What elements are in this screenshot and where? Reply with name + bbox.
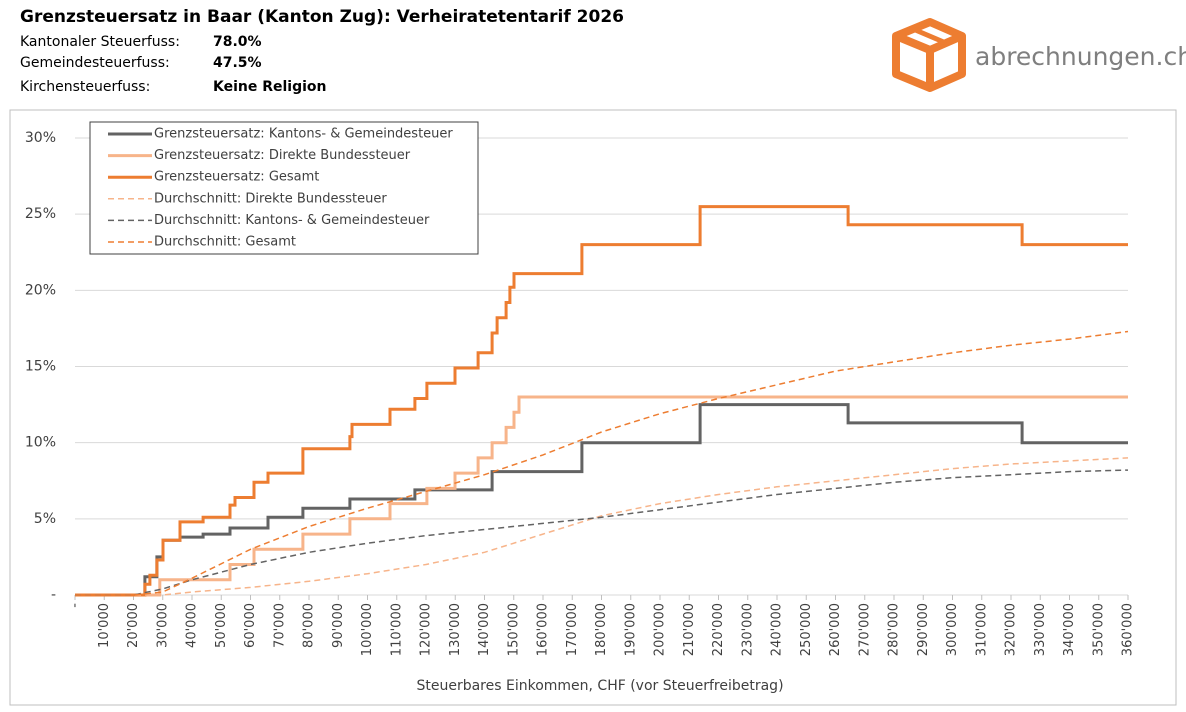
legend-label: Grenzsteuersatz: Direkte Bundessteuer [154,148,411,163]
y-tick-label: 30% [25,130,56,146]
x-tick-label: 160'000 [536,603,551,656]
x-tick-label: 70'000 [272,603,287,648]
chart-frame [9,109,1177,706]
x-tick-label: 170'000 [565,603,580,656]
x-tick-label: 190'000 [623,603,638,656]
x-tick-label: 340'000 [1062,603,1077,656]
info-label: Kirchensteuerfuss: [20,79,150,95]
x-tick-label: - [68,603,83,608]
x-tick-label: 260'000 [828,603,843,656]
info-value: 47.5% [213,55,262,71]
x-tick-label: 240'000 [770,603,785,656]
average-line [75,469,1129,596]
x-tick-label: 140'000 [477,603,492,656]
x-tick-label: 60'000 [243,603,258,648]
x-tick-label: 100'000 [360,603,375,656]
x-tick-label: 350'000 [1091,603,1106,656]
marginal-line [75,395,1128,597]
marginal-line [75,205,1128,597]
brand: abrechnungen.ch [975,42,1186,71]
y-tick-label: 10% [25,435,56,451]
y-tick-label: - [51,587,56,603]
x-tick-label: 130'000 [448,603,463,656]
info-label: Gemeindesteuerfuss: [20,55,170,71]
x-tick-label: 330'000 [1033,603,1048,656]
x-tick-label: 310'000 [974,603,989,656]
logo-icon [892,18,966,92]
x-tick-label: 20'000 [126,603,141,648]
y-tick-label: 5% [34,511,56,527]
x-tick-label: 150'000 [506,603,521,656]
x-tick-label: 50'000 [214,603,229,648]
info-value: 78.0% [213,34,262,50]
title: Grenzsteuersatz in Baar (Kanton Zug): Ve… [20,7,624,27]
x-tick-label: 40'000 [185,603,200,648]
legend-box [89,121,479,255]
x-tick-label: 280'000 [887,603,902,656]
marginal-line [75,403,1128,597]
x-tick-label: 320'000 [1004,603,1019,656]
x-tick-label: 250'000 [799,603,814,656]
x-tick-label: 220'000 [711,603,726,656]
info-label: Kantonaler Steuerfuss: [20,34,180,50]
legend-label: Durchschnitt: Gesamt [154,235,296,250]
legend-label: Durchschnitt: Direkte Bundessteuer [154,191,387,206]
legend-label: Durchschnitt: Kantons- & Gemeindesteuer [154,213,430,228]
y-tick-label: 20% [25,282,56,298]
legend-label: Grenzsteuersatz: Gesamt [154,170,319,185]
info-value: Keine Religion [213,79,327,95]
y-tick-label: 15% [25,359,56,375]
x-tick-label: 300'000 [945,603,960,656]
x-axis-label: Steuerbares Einkommen, CHF (vor Steuerfr… [416,678,783,694]
x-tick-label: 80'000 [302,603,317,648]
average-line [75,330,1129,596]
x-tick-label: 360'000 [1121,603,1136,656]
x-tick-label: 90'000 [331,603,346,648]
x-tick-label: 210'000 [682,603,697,656]
x-tick-label: 120'000 [419,603,434,656]
x-tick-label: 110'000 [389,603,404,656]
x-tick-label: 290'000 [916,603,931,656]
x-tick-label: 180'000 [594,603,609,656]
x-tick-label: 270'000 [857,603,872,656]
average-line [75,457,1129,596]
legend-label: Grenzsteuersatz: Kantons- & Gemeindesteu… [154,127,453,142]
x-tick-label: 30'000 [155,603,170,648]
x-tick-label: 10'000 [97,603,112,648]
y-tick-label: 25% [25,206,56,222]
x-tick-label: 230'000 [740,603,755,656]
x-tick-label: 200'000 [653,603,668,656]
